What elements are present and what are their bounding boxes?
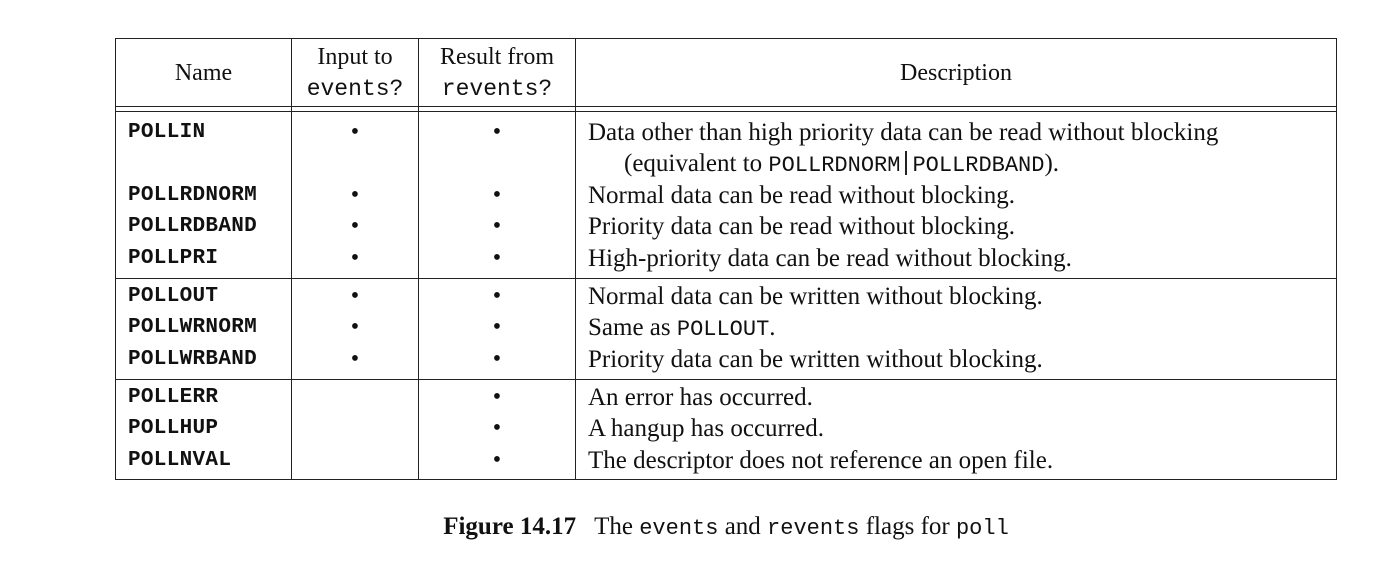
flag-description: High-priority data can be read without b… (588, 245, 1072, 272)
header-result-label: Result from (440, 43, 554, 70)
flag-name: POLLOUT (128, 285, 219, 308)
desc-text: (equivalent to (624, 150, 769, 177)
input-bullet: • (350, 182, 360, 208)
poll-flags-table: Name Input to events? Result from revent… (115, 38, 1337, 480)
column-divider (291, 39, 292, 479)
input-bullet: • (350, 283, 360, 309)
flag-description: Normal data can be read without blocking… (588, 182, 1015, 209)
header-name-label: Name (174, 59, 233, 86)
desc-text: Same as (588, 314, 677, 341)
group-divider (116, 278, 1336, 279)
header-result: Result from revents? (419, 39, 575, 106)
desc-code: POLLRDNORM (768, 153, 901, 178)
header-description: Description (576, 39, 1336, 106)
table-row: POLLRDBAND • • Priority data can be read… (116, 211, 1336, 242)
figure-caption: Figure 14.17 The events and revents flags… (0, 510, 1392, 546)
desc-code: POLLOUT (676, 317, 770, 342)
flag-name: POLLWRNORM (128, 316, 258, 339)
pipe-separator (905, 151, 908, 175)
table-row: POLLRDNORM • • Normal data can be read w… (116, 180, 1336, 211)
flag-name: POLLHUP (128, 417, 219, 440)
result-bullet: • (492, 213, 502, 239)
table-row: POLLHUP • A hangup has occurred. (116, 413, 1336, 444)
flag-name: POLLRDBAND (128, 215, 258, 238)
flag-name: POLLNVAL (128, 449, 232, 472)
input-bullet: • (350, 346, 360, 372)
input-bullet: • (350, 245, 360, 271)
header-input: Input to events? (292, 39, 418, 106)
header-input-label: Input to (317, 43, 393, 70)
desc-text: ). (1044, 150, 1060, 177)
input-bullet: • (350, 314, 360, 340)
header-description-label: Description (900, 59, 1012, 86)
flag-description: Priority data can be read without blocki… (588, 213, 1015, 240)
caption-code: poll (955, 516, 1009, 541)
column-divider (575, 39, 576, 479)
flag-description: Normal data can be written without block… (588, 283, 1043, 310)
caption-text: The (594, 513, 640, 540)
table-row: POLLOUT • • Normal data can be written w… (116, 281, 1336, 312)
table-row: POLLWRBAND • • Priority data can be writ… (116, 344, 1336, 375)
input-bullet: • (350, 213, 360, 239)
table-row-continuation: (equivalent to POLLRDNORM POLLRDBAND). (116, 148, 1336, 179)
desc-code: POLLRDBAND (912, 153, 1045, 178)
result-bullet: • (492, 314, 502, 340)
flag-description: Data other than high priority data can b… (588, 119, 1219, 146)
flag-description: Priority data can be written without blo… (588, 346, 1043, 373)
result-bullet: • (492, 245, 502, 271)
column-divider (418, 39, 419, 479)
result-bullet: • (492, 384, 502, 410)
desc-text: . (769, 314, 776, 341)
table-row: POLLIN • • Data other than high priority… (116, 117, 1336, 148)
table-row: POLLNVAL • The descriptor does not refer… (116, 445, 1336, 476)
flag-description: A hangup has occurred. (588, 415, 825, 442)
table-row: POLLPRI • • High-priority data can be re… (116, 243, 1336, 274)
flag-name: POLLRDNORM (128, 184, 258, 207)
result-bullet: • (492, 447, 502, 473)
result-bullet: • (492, 346, 502, 372)
header-result-code: revents? (441, 75, 553, 102)
group-divider (116, 379, 1336, 380)
result-bullet: • (492, 415, 502, 441)
result-bullet: • (492, 182, 502, 208)
caption-text: flags for (859, 513, 956, 540)
flag-description: An error has occurred. (588, 384, 813, 411)
flag-name: POLLIN (128, 121, 206, 144)
result-bullet: • (492, 283, 502, 309)
header-rule (116, 111, 1336, 112)
result-bullet: • (492, 119, 502, 145)
header-name: Name (116, 39, 291, 106)
flag-description: The descriptor does not reference an ope… (588, 447, 1054, 474)
flag-description-continued: (equivalent to POLLRDNORM POLLRDBAND). (588, 148, 1059, 181)
flag-description: Same as POLLOUT. (588, 312, 776, 345)
flag-name: POLLERR (128, 386, 219, 409)
table-row: POLLWRNORM • • Same as POLLOUT. (116, 312, 1336, 343)
figure-label: Figure 14.17 (443, 513, 577, 540)
header-rule (116, 106, 1336, 107)
caption-code: revents (767, 516, 860, 541)
table-row: POLLERR • An error has occurred. (116, 382, 1336, 413)
input-bullet: • (350, 119, 360, 145)
flag-name: POLLWRBAND (128, 348, 258, 371)
caption-code: events (639, 516, 719, 541)
caption-text: and (718, 513, 768, 540)
header-input-code: events? (306, 75, 404, 102)
flag-name: POLLPRI (128, 247, 219, 270)
